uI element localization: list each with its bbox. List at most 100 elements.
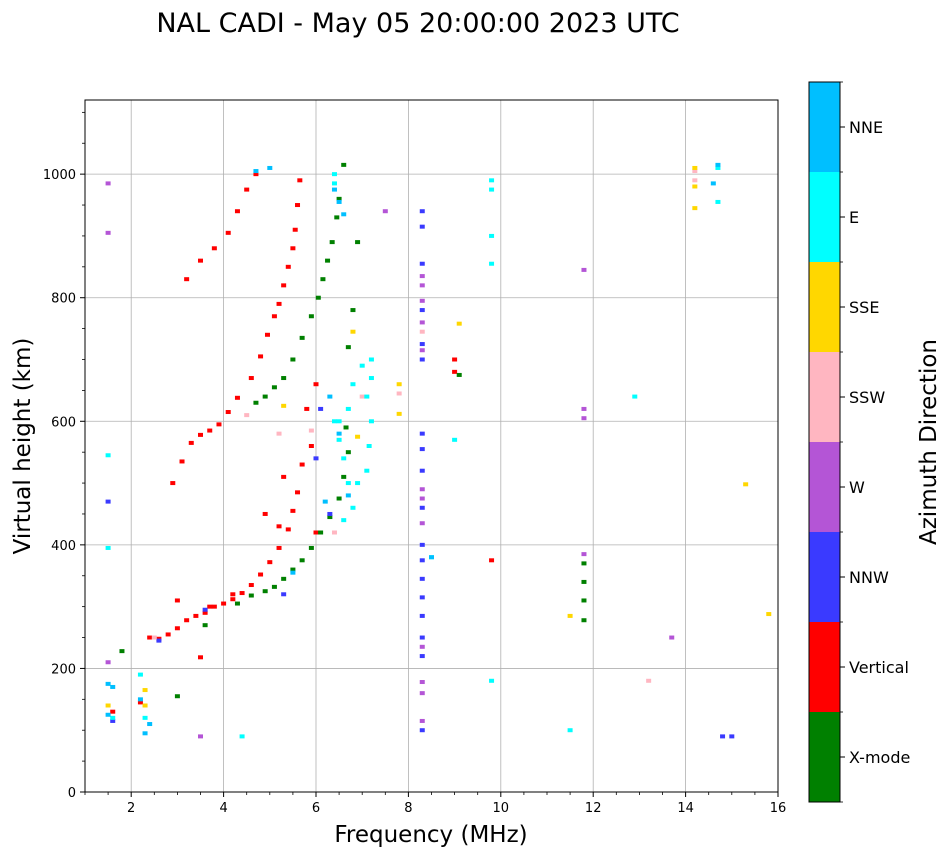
data-point-x-mode — [336, 496, 342, 501]
data-point-nne — [710, 181, 716, 186]
colorbar: X-mode Vertical NNW W SSW SSE E NNE — [808, 81, 910, 803]
data-point-x-mode — [581, 598, 587, 603]
data-point-nne — [137, 697, 143, 702]
data-point-e — [331, 181, 337, 186]
plot-frame — [84, 99, 779, 793]
data-point-vertical — [271, 314, 277, 319]
data-point-w — [419, 320, 425, 325]
data-point-vertical — [267, 560, 273, 565]
colorbar-segment-ssw — [809, 352, 840, 442]
data-point-vertical — [297, 178, 303, 183]
data-point-w — [105, 181, 111, 186]
data-point-nnw — [419, 635, 425, 640]
data-point-x-mode — [234, 601, 240, 606]
data-point-nnw — [105, 499, 111, 504]
data-point-nnw — [419, 595, 425, 600]
data-point-nnw — [419, 558, 425, 563]
data-point-nnw — [419, 357, 425, 362]
data-point-x-mode — [581, 561, 587, 566]
data-point-nnw — [419, 447, 425, 452]
data-point-vertical — [295, 203, 301, 208]
colorbar-tick-label: SSW — [849, 388, 885, 407]
data-point-vertical — [207, 604, 213, 609]
data-point-e — [239, 734, 245, 739]
data-point-vertical — [147, 635, 153, 640]
data-point-vertical — [244, 187, 250, 192]
data-point-e — [350, 382, 356, 387]
data-point-e — [368, 376, 374, 381]
data-point-nne — [142, 731, 148, 736]
data-point-nnw — [419, 431, 425, 436]
data-point-nnw — [318, 406, 324, 411]
data-point-x-mode — [299, 558, 305, 563]
x-tick-label: 16 — [770, 801, 787, 816]
data-point-x-mode — [350, 308, 356, 313]
data-point-ssw — [359, 394, 365, 399]
data-point-e — [715, 165, 721, 170]
data-point-vertical — [165, 632, 171, 637]
x-tick-label: 14 — [677, 801, 694, 816]
data-point-sse — [396, 382, 402, 387]
data-point-x-mode — [315, 295, 321, 300]
data-point-vertical — [258, 572, 264, 577]
data-point-e — [364, 468, 370, 473]
colorbar-segment-x-mode — [809, 712, 840, 802]
data-point-nne — [715, 162, 721, 167]
data-point-ssw — [646, 678, 652, 683]
data-point-e — [489, 178, 495, 183]
data-point-x-mode — [262, 394, 268, 399]
data-point-e — [110, 715, 116, 720]
chart-title: NAL CADI - May 05 20:00:00 2023 UTC — [156, 8, 679, 39]
data-point-e — [355, 481, 361, 486]
data-point-nne — [105, 712, 111, 717]
data-point-w — [419, 521, 425, 526]
data-point-nnw — [720, 734, 726, 739]
data-point-vertical — [290, 508, 296, 513]
data-point-vertical — [248, 376, 254, 381]
data-point-vertical — [216, 422, 222, 427]
data-point-nnw — [419, 261, 425, 266]
data-point-w — [419, 644, 425, 649]
data-point-x-mode — [248, 593, 254, 598]
data-point-nnw — [202, 607, 208, 612]
data-point-w — [669, 635, 675, 640]
data-point-w — [419, 348, 425, 353]
data-point-x-mode — [343, 425, 349, 430]
data-point-e — [105, 453, 111, 458]
data-point-x-mode — [174, 694, 180, 699]
x-tick-label: 2 — [127, 801, 135, 816]
data-point-ssw — [331, 530, 337, 535]
y-tick-label: 200 — [51, 662, 76, 677]
data-point-sse — [355, 434, 361, 439]
data-point-e — [331, 172, 337, 177]
data-point-x-mode — [281, 576, 287, 581]
data-point-e — [350, 505, 356, 510]
data-point-e — [489, 233, 495, 238]
data-point-vertical — [179, 459, 185, 464]
data-point-w — [419, 496, 425, 501]
data-point-e — [345, 481, 351, 486]
data-point-e — [341, 518, 347, 523]
data-point-nnw — [419, 468, 425, 473]
colorbar-tick-label: NNE — [849, 118, 883, 137]
data-point-nnw — [327, 511, 333, 516]
data-point-e — [489, 261, 495, 266]
data-point-vertical — [225, 230, 231, 235]
y-axis-label: Virtual height (km) — [10, 338, 36, 555]
data-point-w — [581, 406, 587, 411]
y-tick-label: 600 — [51, 415, 76, 430]
data-point-w — [419, 298, 425, 303]
data-point-e — [489, 187, 495, 192]
x-tick-label: 10 — [493, 801, 510, 816]
axes: 2 4 6 8 10 12 14 16 0 200 400 600 800 1000 — [43, 111, 787, 816]
data-point-vertical — [281, 283, 287, 288]
data-point-vertical — [198, 655, 203, 660]
data-point-sse — [743, 482, 749, 487]
data-point-vertical — [188, 440, 194, 445]
data-point-ssw — [692, 169, 698, 174]
data-point-nne — [327, 394, 333, 399]
data-point-x-mode — [271, 385, 277, 390]
data-point-e — [345, 406, 351, 411]
data-point-sse — [692, 165, 698, 170]
data-point-vertical — [202, 610, 208, 615]
